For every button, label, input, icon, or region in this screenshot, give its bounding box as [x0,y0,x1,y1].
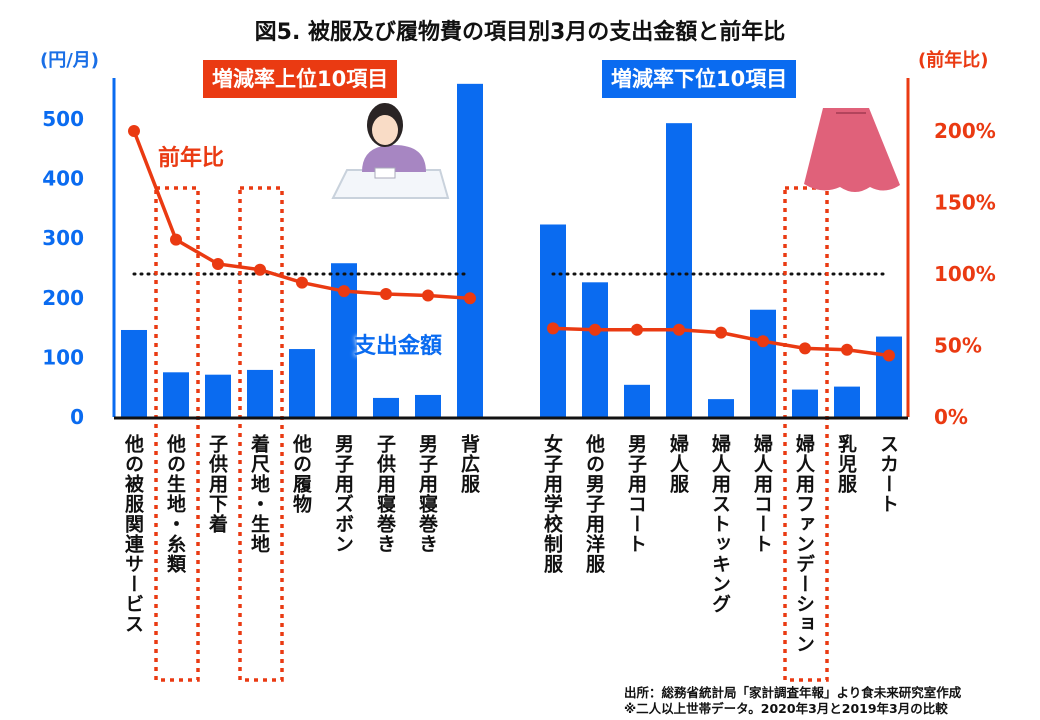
person-sewing-illustration [331,103,450,199]
left-tick-label: 100 [42,345,84,369]
ratio-annotation: 前年比 [158,146,225,171]
skirt-illustration [804,108,900,192]
right-tick-label: 150% [934,191,996,215]
bar-子供用下着 [205,374,231,417]
category-label: 他の男子用洋服 [583,434,605,574]
ratio-point-男子用ズボン [338,285,350,298]
category-label: 婦人服 [667,434,689,494]
category-label: 他の生地・糸類 [164,434,186,574]
category-label: 婦人用ファンデーション [793,434,815,654]
ratio-point-婦人用コート [757,335,769,348]
skirt-shape [804,108,900,192]
category-label: 男子用ズボン [332,434,354,554]
bar-女子用学校制服 [540,224,566,417]
category-label: 婦人用コート [751,434,773,554]
ratio-point-他の男子用洋服 [589,323,601,336]
ratio-point-子供用下着 [212,257,224,270]
highlight-box [238,186,284,682]
bar-乳児服 [834,386,860,417]
category-label: 女子用学校制服 [541,434,563,574]
highlight-box [154,186,200,682]
table-shape [331,169,450,199]
bar-他の被服関連サービス [121,329,147,417]
bar-婦人服 [666,123,692,417]
ratio-point-着尺地・生地 [254,263,266,276]
category-label: 着尺地・生地 [248,434,270,554]
category-label: 他の履物 [290,434,312,514]
bar-婦人用ストッキング [708,399,734,417]
bar-男子用コート [624,384,650,417]
bar-背広服 [457,83,483,417]
ratio-point-男子用コート [631,323,643,336]
left-tick-label: 400 [42,167,84,191]
bar-他の男子用洋服 [582,282,608,417]
ratio-point-婦人用ファンデーション [799,342,811,355]
category-label: 背広服 [458,434,480,494]
ratio-point-背広服 [464,292,476,305]
ratio-point-乳児服 [841,343,853,356]
right-tick-label: 100% [934,262,996,286]
category-label: 他の被服関連サービス [122,434,144,634]
bar-子供用寝巻き [373,397,399,417]
ratio-point-他の被服関連サービス [128,125,140,137]
bottom10-banner: 増減率下位10項目 [602,60,797,98]
bar-他の履物 [289,349,315,417]
bar-他の生地・糸類 [163,372,189,417]
cloth-shape [374,167,396,179]
body-shape [362,145,426,172]
ratio-point-子供用寝巻き [380,288,392,301]
bar-婦人用コート [750,309,776,417]
ratio-point-女子用学校制服 [547,322,559,335]
category-label: 子供用寝巻き [374,434,396,554]
bar-婦人用ファンデーション [792,389,818,417]
right-tick-label: 0% [934,405,968,429]
right-tick-label: 50% [934,334,982,358]
bar-着尺地・生地 [247,369,273,417]
left-tick-label: 0 [70,405,84,429]
face-shape [372,115,398,145]
right-axis-label: (前年比) [918,50,989,71]
left-tick-label: 500 [42,107,84,131]
left-tick-label: 200 [42,286,84,310]
data-note: ※二人以上世帯データ。2020年3月と2019年3月の比較 [624,701,948,716]
ratio-point-他の生地・糸類 [170,233,182,246]
chart-title: 図5. 被服及び履物費の項目別3月の支出金額と前年比 [254,20,786,45]
left-tick-label: 300 [42,226,84,250]
category-label: 婦人用ストッキング [709,434,731,614]
highlight-box [783,186,829,682]
category-label: 男子用寝巻き [416,434,438,554]
category-label: 乳児服 [835,434,857,494]
ratio-point-婦人用ストッキング [715,326,727,339]
ratio-point-婦人服 [673,323,685,336]
amount-annotation: 支出金額 [354,334,443,359]
category-label: 男子用コート [625,434,647,554]
ratio-point-他の履物 [296,276,308,289]
bar-男子用寝巻き [415,394,441,417]
category-label: スカート [877,434,899,514]
ratio-point-男子用寝巻き [422,289,434,302]
bar-スカート [876,336,902,417]
right-tick-label: 200% [934,119,996,143]
top10-banner: 増減率上位10項目 [203,60,398,98]
source-note: 出所：総務省統計局「家計調査年報」より食未来研究室作成 [624,685,962,700]
ratio-point-スカート [883,349,895,362]
category-label: 子供用下着 [206,434,228,534]
left-axis-label: (円/月) [40,50,100,71]
